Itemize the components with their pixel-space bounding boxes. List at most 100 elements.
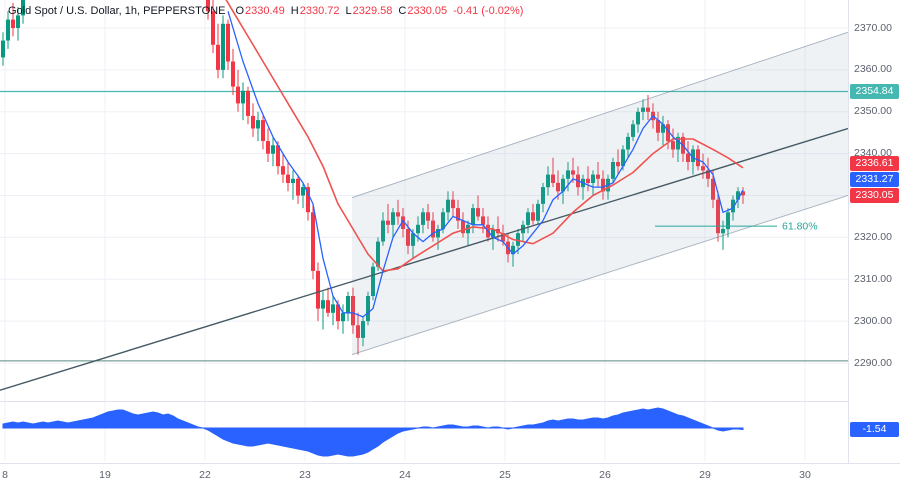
time-axis-label[interactable]: 26	[599, 469, 611, 481]
candle-body	[556, 182, 560, 192]
time-axis-label[interactable]: 24	[399, 469, 411, 481]
candle-body	[601, 178, 605, 192]
time-axis-label[interactable]: 23	[299, 469, 311, 481]
fib-level-label[interactable]: 61.80%	[782, 221, 818, 233]
candle-body	[391, 212, 395, 225]
candle-body	[706, 170, 710, 179]
candle-body	[711, 178, 715, 200]
candle-body	[726, 212, 730, 230]
price-axis-label: 2320.00	[854, 230, 892, 243]
candle-body	[241, 90, 245, 104]
candle-body	[616, 162, 620, 167]
time-axis-label[interactable]: 25	[499, 469, 511, 481]
candle-body	[491, 229, 495, 238]
candle-body	[456, 208, 460, 221]
candle-body	[16, 15, 20, 28]
candle-body	[336, 304, 340, 322]
candle-body	[301, 187, 305, 196]
ma-slow-badge: 2336.61	[850, 155, 899, 171]
candle-body	[731, 199, 735, 213]
candle-body	[291, 178, 295, 183]
candle-body	[451, 199, 455, 209]
time-axis-label[interactable]: 19	[99, 469, 111, 481]
indicator-value-badge: -1.54	[850, 422, 899, 438]
candle-body	[346, 296, 350, 313]
candle-body	[416, 224, 420, 234]
channel-upper-line[interactable]	[351, 31, 848, 199]
candle-body	[421, 212, 425, 225]
candle-body	[376, 241, 380, 267]
time-axis-label[interactable]: 29	[699, 469, 711, 481]
candle-body	[246, 90, 250, 116]
candle-body	[371, 266, 375, 296]
candle-body	[21, 0, 25, 16]
candle-body	[531, 212, 535, 221]
price-axis-label: 2350.00	[854, 105, 892, 118]
high-label: H	[290, 5, 299, 17]
ma-fast-line[interactable]	[227, 11, 744, 318]
time-axis-label[interactable]: 8	[2, 469, 8, 481]
candle-body	[471, 208, 475, 225]
price-axis-label: 2290.00	[854, 356, 892, 369]
candle-body	[221, 23, 225, 70]
candle-body	[316, 270, 320, 309]
candle-body	[271, 145, 275, 154]
candle-body	[211, 11, 215, 45]
trendline[interactable]	[0, 127, 848, 391]
last-price-badge: 2330.05	[850, 187, 899, 203]
candle-body	[536, 203, 540, 221]
candle-body	[356, 325, 360, 338]
symbol-header: Gold Spot / U.S. Dollar, 1h, PEPPERSTONE…	[8, 5, 523, 17]
candle-body	[586, 178, 590, 183]
price-axis-label: 2300.00	[854, 314, 892, 327]
alert-line-badge: 2354.84	[850, 83, 899, 99]
time-axis[interactable]: 8 19 22 23 24 25 26 29 30	[0, 463, 900, 487]
candle-body	[656, 120, 660, 133]
candle-body	[226, 23, 230, 62]
candle-body	[516, 233, 520, 246]
low-label: L	[345, 5, 352, 17]
candle-body	[276, 145, 280, 167]
candle-body	[621, 149, 625, 167]
candle-body	[231, 61, 235, 87]
channel-fill[interactable]	[352, 32, 848, 355]
high-value: 2330.72	[299, 5, 340, 17]
candle-body	[6, 19, 10, 41]
candle-body	[691, 149, 695, 162]
price-axis-label: 2310.00	[854, 272, 892, 285]
candle-body	[591, 174, 595, 183]
candle-body	[331, 304, 335, 313]
candle-body	[256, 120, 260, 129]
channel-lower-line[interactable]	[351, 195, 848, 356]
time-axis-label[interactable]: 30	[799, 469, 811, 481]
candle-body	[351, 296, 355, 326]
candle-body	[266, 141, 270, 154]
price-axis[interactable]: 2370.002360.002350.002340.002330.002320.…	[848, 0, 900, 463]
candle-body	[306, 187, 310, 213]
chart-canvas[interactable]: 61.80%	[0, 0, 848, 463]
indicator-area	[2, 407, 744, 457]
candle-body	[551, 174, 555, 183]
candle-body	[406, 229, 410, 246]
symbol-title[interactable]: Gold Spot / U.S. Dollar, 1h, PEPPERSTONE	[8, 5, 226, 17]
candle-body	[686, 153, 690, 162]
candle-body	[236, 86, 240, 104]
candle-body	[341, 312, 345, 322]
candle-body	[641, 107, 645, 112]
candle-body	[361, 321, 365, 338]
ma-slow-line[interactable]	[218, 0, 744, 272]
candle-body	[216, 44, 220, 70]
candle-body	[676, 136, 680, 150]
candle-body	[671, 141, 675, 150]
candle-body	[476, 208, 480, 217]
candle-body	[611, 162, 615, 179]
time-axis-label[interactable]: 22	[199, 469, 211, 481]
open-label: O	[235, 5, 245, 17]
candle-body	[431, 220, 435, 238]
candle-body	[441, 212, 445, 230]
open-value: 2330.49	[245, 5, 285, 17]
candle-body	[666, 124, 670, 142]
candle-body	[526, 212, 530, 225]
candle-body	[721, 229, 725, 234]
